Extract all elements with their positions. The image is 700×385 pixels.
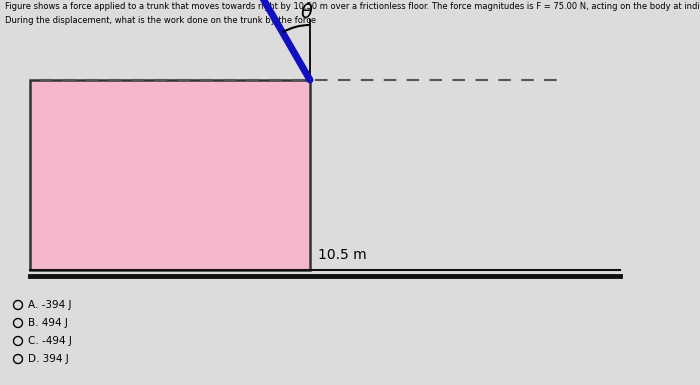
FancyBboxPatch shape <box>30 80 310 270</box>
Text: D. 394 J: D. 394 J <box>28 354 69 364</box>
Text: θ: θ <box>300 3 312 22</box>
Text: During the displacement, what is the work done on the trunk by the force: During the displacement, what is the wor… <box>5 16 316 25</box>
Text: A. -394 J: A. -394 J <box>28 300 71 310</box>
Text: 10.5 m: 10.5 m <box>318 248 367 262</box>
Text: Figure shows a force applied to a trunk that moves towards right by 10.50 m over: Figure shows a force applied to a trunk … <box>5 2 700 11</box>
Text: B. 494 J: B. 494 J <box>28 318 68 328</box>
Text: C. -494 J: C. -494 J <box>28 336 72 346</box>
